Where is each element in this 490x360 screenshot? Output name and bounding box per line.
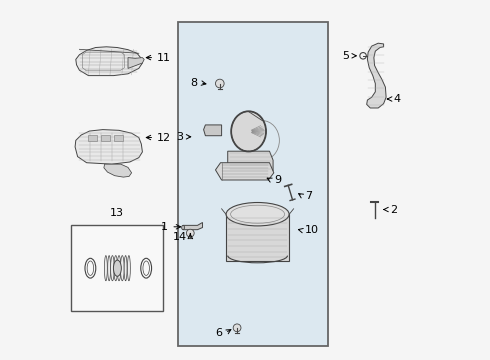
Ellipse shape xyxy=(182,225,185,230)
Polygon shape xyxy=(128,58,144,68)
Text: 10: 10 xyxy=(305,225,319,235)
Ellipse shape xyxy=(117,256,121,281)
Ellipse shape xyxy=(127,256,130,281)
Ellipse shape xyxy=(124,256,127,281)
Text: 2: 2 xyxy=(390,204,397,215)
Text: 13: 13 xyxy=(110,208,124,218)
Polygon shape xyxy=(216,163,274,180)
Ellipse shape xyxy=(111,256,114,281)
Circle shape xyxy=(186,229,194,237)
Text: 11: 11 xyxy=(157,53,171,63)
Ellipse shape xyxy=(231,112,266,151)
Text: 3: 3 xyxy=(176,132,183,142)
Text: 7: 7 xyxy=(305,191,313,201)
Bar xyxy=(178,22,328,346)
Polygon shape xyxy=(367,43,386,108)
Text: 8: 8 xyxy=(190,78,197,88)
Ellipse shape xyxy=(113,260,122,276)
Circle shape xyxy=(233,324,241,332)
Bar xyxy=(101,135,110,141)
Bar xyxy=(72,225,163,311)
Polygon shape xyxy=(76,47,143,76)
Polygon shape xyxy=(104,164,132,177)
Polygon shape xyxy=(75,130,143,164)
Ellipse shape xyxy=(104,256,107,281)
Text: 6: 6 xyxy=(215,328,222,338)
Ellipse shape xyxy=(121,256,124,281)
Circle shape xyxy=(216,79,224,88)
Ellipse shape xyxy=(108,256,111,281)
Ellipse shape xyxy=(114,256,118,281)
Text: 4: 4 xyxy=(393,94,401,104)
Bar xyxy=(226,214,289,261)
Polygon shape xyxy=(228,151,273,171)
Bar xyxy=(88,135,98,141)
Bar xyxy=(114,135,122,141)
Polygon shape xyxy=(204,125,221,136)
Text: 5: 5 xyxy=(343,51,349,61)
Text: 9: 9 xyxy=(274,175,281,185)
Ellipse shape xyxy=(226,202,289,226)
Text: 14: 14 xyxy=(173,232,187,242)
Text: 1: 1 xyxy=(161,222,169,232)
Text: 12: 12 xyxy=(157,132,171,143)
Polygon shape xyxy=(183,222,202,230)
